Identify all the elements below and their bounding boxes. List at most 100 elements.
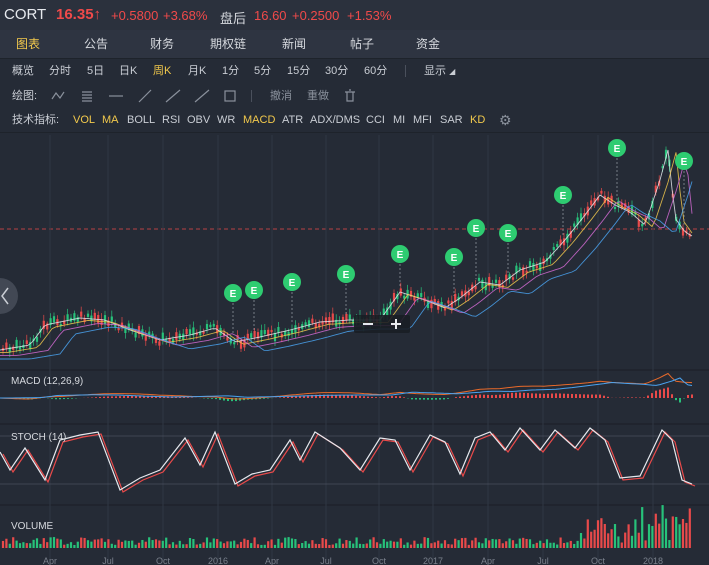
volume-bar	[318, 544, 321, 548]
candle	[542, 258, 545, 265]
main-tabs: 图表 公告 财务 期权链 新闻 帖子 资金	[0, 30, 709, 59]
ray-tool-icon[interactable]	[165, 89, 181, 103]
quote-header: CORT 16.35↑ +0.5800 +3.68% 盘后 16.60 +0.2…	[0, 0, 709, 30]
period-60min[interactable]: 60分	[364, 65, 388, 77]
macd-histogram-bar	[659, 389, 661, 398]
indicator-boll[interactable]: BOLL	[127, 114, 156, 126]
volume-bar	[420, 543, 423, 548]
volume-bar	[144, 541, 147, 548]
earnings-event-marker[interactable]	[445, 248, 463, 266]
period-monthly[interactable]: 月K	[188, 65, 207, 77]
rectangle-tool-icon[interactable]	[224, 90, 236, 102]
candle	[284, 331, 287, 336]
indicator-mfi[interactable]: MFI	[413, 114, 432, 126]
macd-histogram-bar	[383, 397, 385, 398]
macd-histogram-bar	[279, 397, 281, 398]
zoom-in-icon[interactable]	[391, 319, 401, 329]
scroll-left-button[interactable]	[0, 278, 18, 314]
candle	[450, 301, 453, 310]
indicator-cci[interactable]: CCI	[366, 114, 385, 126]
candle	[318, 323, 321, 328]
volume-bar	[284, 537, 287, 548]
earnings-event-marker[interactable]	[224, 284, 242, 302]
earnings-event-marker[interactable]	[675, 152, 693, 170]
indicator-wr[interactable]: WR	[217, 114, 236, 126]
macd-histogram-bar	[151, 395, 153, 398]
volume-bar	[494, 539, 498, 548]
period-intraday[interactable]: 分时	[49, 65, 71, 77]
indicator-obv[interactable]: OBV	[187, 114, 211, 126]
macd-histogram-bar	[219, 398, 221, 400]
x-axis-label: Oct	[372, 556, 387, 565]
indicator-ma[interactable]: MA	[102, 114, 119, 126]
volume-bar	[637, 532, 640, 548]
macd-histogram-bar	[583, 394, 585, 398]
period-overview[interactable]: 概览	[12, 65, 34, 77]
redo-button[interactable]: 重做	[307, 90, 329, 102]
indicator-mi[interactable]: MI	[393, 114, 406, 126]
indicator-sar[interactable]: SAR	[440, 114, 463, 126]
period-15min[interactable]: 15分	[287, 65, 311, 77]
period-30min[interactable]: 30分	[325, 65, 349, 77]
candle	[311, 318, 314, 323]
earnings-event-marker[interactable]	[467, 219, 485, 237]
period-weekly[interactable]: 周K	[153, 65, 172, 77]
volume-bar	[474, 537, 477, 548]
earnings-event-marker[interactable]	[245, 281, 263, 299]
earnings-event-marker[interactable]	[608, 139, 626, 157]
tab-announcements[interactable]: 公告	[84, 37, 109, 51]
stoch-panel-label: STOCH (14)	[11, 432, 67, 443]
candle	[137, 326, 141, 334]
volume-bar	[229, 541, 232, 548]
volume-bar	[617, 536, 620, 548]
period-daily[interactable]: 日K	[119, 65, 138, 77]
candle	[386, 307, 389, 316]
candle	[681, 227, 685, 236]
indicator-rsi[interactable]: RSI	[162, 114, 181, 126]
macd-histogram-bar	[483, 394, 485, 398]
earnings-event-marker[interactable]	[337, 265, 355, 283]
volume-bar	[202, 542, 205, 548]
polyline-tool-icon[interactable]	[51, 91, 65, 100]
tab-posts[interactable]: 帖子	[350, 37, 375, 51]
period-5day[interactable]: 5日	[87, 65, 105, 77]
candle	[124, 328, 127, 334]
tab-funds[interactable]: 资金	[416, 37, 441, 51]
earnings-event-marker[interactable]	[283, 273, 301, 291]
settings-gear-icon[interactable]: ⚙	[499, 112, 512, 128]
display-menu[interactable]: 显示 ◢	[424, 59, 455, 84]
macd-histogram-bar	[375, 397, 377, 398]
candle	[46, 323, 49, 330]
extended-line-tool-icon[interactable]	[194, 89, 210, 103]
trend-line-tool-icon[interactable]	[138, 89, 152, 103]
period-1min[interactable]: 1分	[222, 65, 240, 77]
period-5min[interactable]: 5分	[254, 65, 272, 77]
candle	[175, 332, 178, 340]
indicator-vol[interactable]: VOL	[73, 114, 96, 126]
trash-icon[interactable]	[345, 89, 355, 102]
earnings-event-marker[interactable]	[391, 245, 409, 263]
indicator-atr[interactable]: ATR	[282, 114, 304, 126]
earnings-event-marker[interactable]	[499, 224, 517, 242]
earnings-event-marker[interactable]	[554, 186, 572, 204]
candle	[600, 190, 603, 194]
candle	[477, 277, 481, 281]
tab-options-chain[interactable]: 期权链	[210, 37, 247, 51]
macd-histogram-bar	[439, 398, 441, 400]
candle	[63, 320, 66, 325]
indicator-kd[interactable]: KD	[470, 114, 486, 126]
candle	[488, 276, 491, 286]
undo-button[interactable]: 撤消	[270, 90, 292, 102]
tab-chart[interactable]: 图表	[16, 37, 41, 51]
candle	[603, 195, 606, 204]
indicator-macd[interactable]: MACD	[243, 114, 276, 126]
indicator-adx-dms[interactable]: ADX/DMS	[310, 114, 361, 126]
macd-histogram-bar	[339, 394, 341, 398]
candle	[59, 323, 62, 327]
fibonacci-tool-icon[interactable]	[82, 91, 92, 102]
candle	[202, 331, 205, 334]
candle	[253, 330, 256, 338]
tab-financials[interactable]: 财务	[150, 37, 175, 51]
tab-news[interactable]: 新闻	[282, 37, 307, 51]
